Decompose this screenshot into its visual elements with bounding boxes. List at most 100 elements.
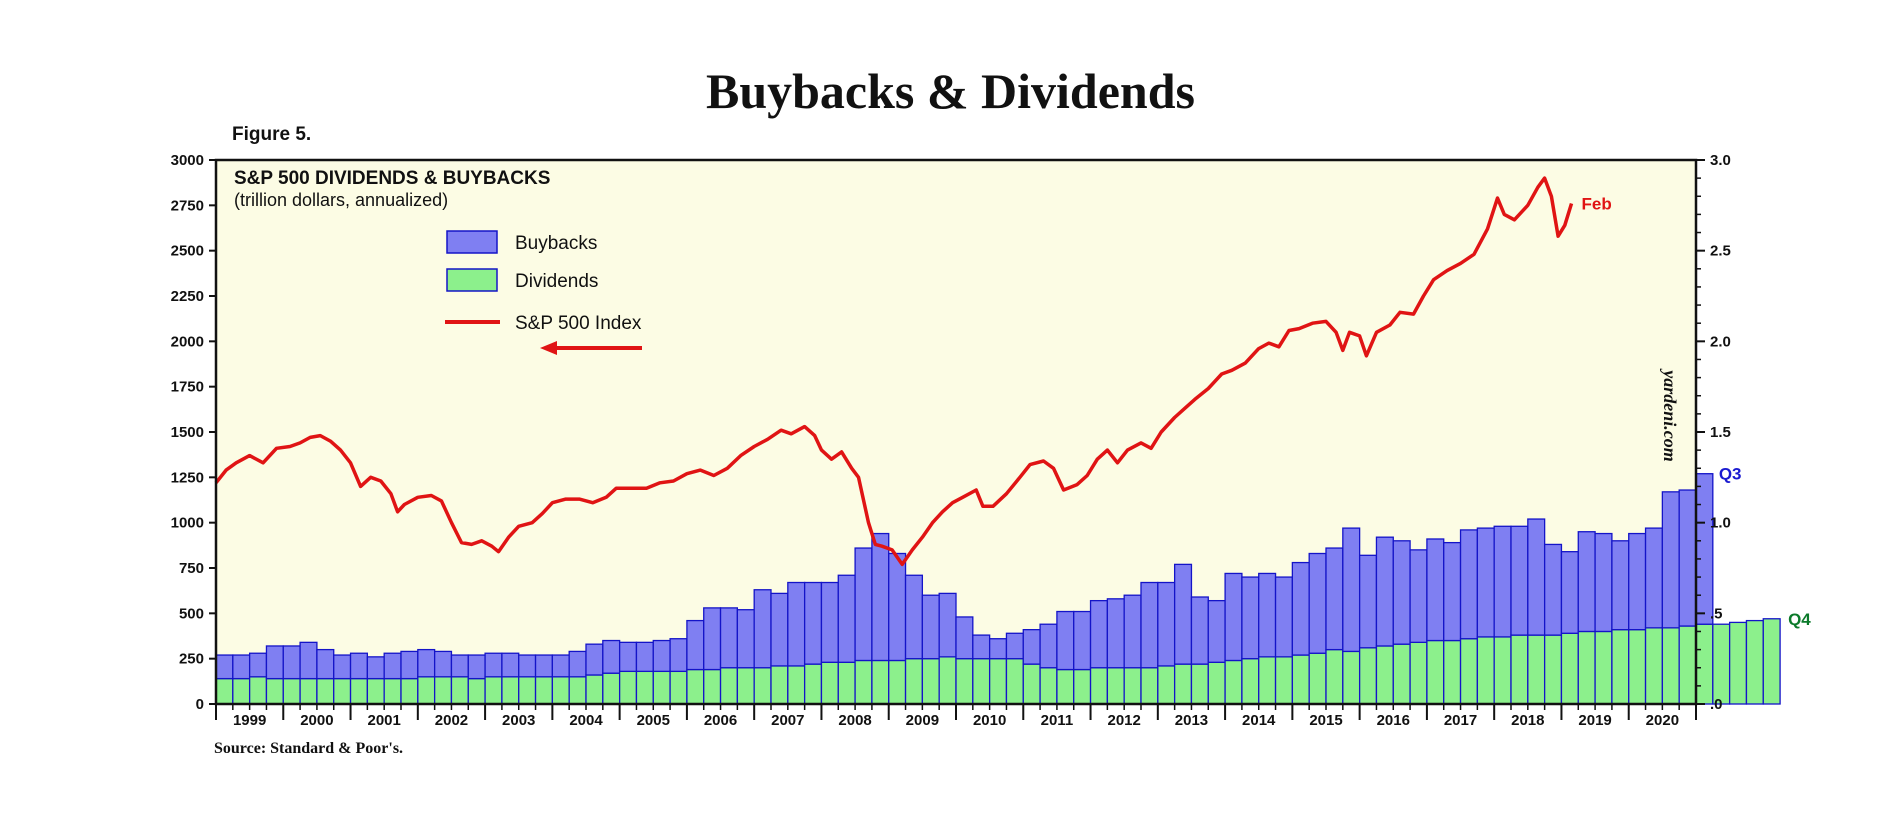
buybacks-bar	[299, 641, 318, 680]
buybacks-bar	[1476, 527, 1495, 638]
dividends-bar	[1426, 639, 1445, 705]
buybacks-bar	[1207, 599, 1226, 663]
dividends-bar	[669, 670, 688, 705]
buybacks-bar	[1308, 552, 1327, 654]
x-axis-tick-label: 2019	[1578, 712, 1611, 729]
x-axis-tick-label: 2000	[300, 712, 333, 729]
buybacks-bar	[450, 654, 469, 678]
buybacks-bar	[988, 638, 1008, 660]
buybacks-bar	[854, 547, 873, 662]
buybacks-bar	[1325, 547, 1344, 651]
buybacks-bar	[1577, 531, 1596, 633]
x-axis-tick-label: 2007	[771, 712, 804, 729]
dividends-bar	[618, 670, 638, 705]
dividends-bar	[551, 676, 570, 705]
buybacks-bar	[232, 654, 251, 680]
x-axis-tick-label: 2002	[435, 712, 468, 729]
dividends-bar	[1140, 667, 1159, 705]
buybacks-bar	[282, 645, 301, 680]
buybacks-bar	[534, 654, 554, 678]
buybacks-bar	[585, 643, 604, 676]
buybacks-bar	[316, 648, 335, 680]
buybacks-bar	[602, 639, 621, 674]
x-axis-tick-label: 1999	[233, 712, 266, 729]
chart-title: S&P 500 DIVIDENDS & BUYBACKS	[234, 168, 550, 189]
buybacks-bar	[1358, 554, 1378, 649]
dividends-bar	[534, 676, 554, 705]
left-axis-tick-label: 2000	[171, 333, 204, 350]
dividends-bar	[1157, 665, 1176, 705]
buybacks-bar	[1173, 563, 1193, 665]
dividends-bar	[1022, 663, 1041, 705]
buybacks-bar	[1190, 596, 1209, 665]
buybacks-bar	[568, 650, 587, 678]
buybacks-bar	[1594, 532, 1613, 633]
dividends-bar	[635, 670, 654, 705]
buybacks-bar	[484, 652, 503, 678]
dividends-bar	[904, 658, 924, 705]
dividends-bar	[1678, 625, 1697, 705]
buybacks-bar	[1661, 491, 1680, 629]
dividends-bar	[1628, 629, 1647, 705]
buybacks-bar	[1089, 599, 1109, 669]
dividends-bar	[1543, 634, 1563, 705]
dividends-bar	[871, 659, 890, 705]
buybacks-bar	[669, 638, 688, 673]
left-axis-tick-label: 2250	[171, 288, 204, 305]
buybacks-bar	[366, 656, 385, 680]
x-axis-tick-label: 2020	[1646, 712, 1679, 729]
dividends-bar	[1073, 668, 1092, 705]
dividends-bar	[585, 674, 604, 705]
dividends-bar	[1358, 647, 1378, 705]
x-axis-tick-label: 2017	[1444, 712, 1477, 729]
left-axis-tick-label: 750	[179, 560, 204, 577]
buybacks-bar	[433, 650, 453, 678]
buybacks-bar	[972, 634, 991, 660]
dividends-bar	[450, 676, 469, 705]
buybacks-bar	[1392, 540, 1411, 645]
left-axis-arrow-icon	[540, 341, 642, 355]
dividends-bar	[484, 676, 503, 705]
left-axis-tick-label: 2500	[171, 243, 204, 260]
buybacks-bar	[467, 654, 486, 680]
dividends-bar	[1476, 636, 1495, 705]
dividends-bar	[1325, 648, 1344, 705]
left-axis-tick-label: 1750	[171, 379, 204, 396]
dividends-bar	[955, 658, 974, 705]
x-axis-tick-label: 2008	[838, 712, 871, 729]
dividends-bar	[316, 677, 335, 705]
buybacks-bar	[1560, 551, 1579, 634]
buybacks-bar	[1157, 581, 1176, 667]
dividends-bar	[602, 672, 621, 705]
legend-label-index: S&P 500 Index	[515, 313, 642, 334]
dividends-bar	[282, 677, 301, 705]
x-axis-tick-label: 2006	[704, 712, 737, 729]
dividends-bar	[686, 668, 705, 705]
dividends-bar	[299, 677, 318, 705]
left-axis-tick-label: 2750	[171, 197, 204, 214]
right-axis-tick-label: 2.5	[1710, 243, 1731, 260]
buybacks-bar	[837, 574, 856, 663]
dividends-bar	[1695, 623, 1714, 705]
buybacks-bar	[248, 652, 268, 678]
dividends-bar	[988, 658, 1008, 705]
buybacks-bar	[1493, 525, 1512, 638]
buybacks-bar	[1140, 581, 1159, 669]
legend-label-buybacks: Buybacks	[515, 233, 597, 254]
buybacks-bar	[803, 581, 823, 665]
x-axis-tick-label: 2012	[1107, 712, 1140, 729]
buybacks-bar	[1106, 598, 1125, 669]
legend: Buybacks Dividends S&P 500 Index	[445, 230, 642, 355]
buybacks-bar	[1375, 536, 1394, 647]
left-axis-tick-label: 250	[179, 651, 204, 668]
dividends-bar	[1056, 668, 1075, 705]
x-axis-tick-label: 2003	[502, 712, 535, 729]
dividends-bar	[568, 676, 587, 705]
buybacks-bar	[1426, 538, 1445, 642]
dividends-bar	[1594, 630, 1613, 705]
dividends-bar	[1577, 630, 1596, 705]
left-axis-tick-label: 3000	[171, 152, 204, 169]
buybacks-bar	[383, 652, 402, 680]
x-axis-tick-label: 2014	[1242, 712, 1276, 729]
source-note: Source: Standard & Poor's.	[214, 740, 404, 757]
